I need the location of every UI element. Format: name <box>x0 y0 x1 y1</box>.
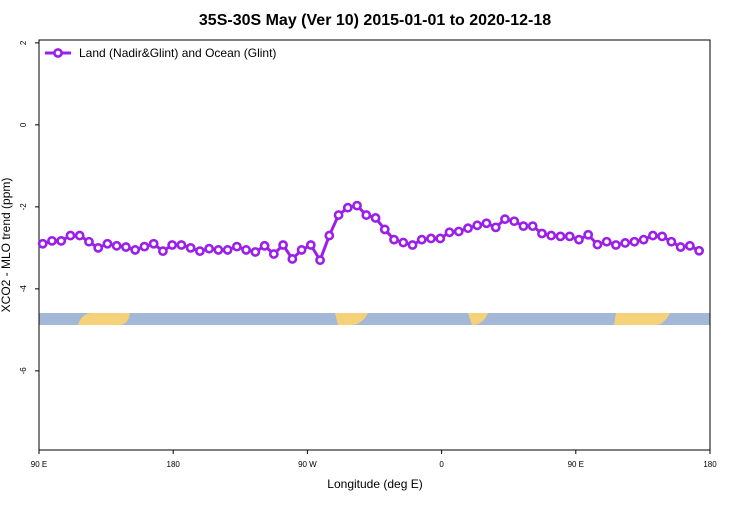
data-point <box>333 210 344 220</box>
data-point <box>37 238 48 249</box>
data-point <box>435 233 446 244</box>
data-point <box>74 230 85 241</box>
data-point <box>241 245 252 255</box>
data-point <box>518 221 529 232</box>
data-point <box>546 230 557 241</box>
data-point <box>158 246 168 257</box>
data-point <box>370 213 381 223</box>
data-point <box>259 240 270 251</box>
data-point <box>407 240 418 250</box>
legend-marker <box>53 48 63 58</box>
data-point <box>111 240 122 251</box>
data-point <box>481 218 492 229</box>
data-point <box>555 231 566 242</box>
x-tick-label: 90 E <box>568 460 584 469</box>
data-point <box>490 222 501 233</box>
data-point <box>194 246 205 257</box>
legend-label: Land (Nadir&Glint) and Ocean (Glint) <box>79 46 276 60</box>
data-point <box>121 242 131 252</box>
data-point <box>65 230 76 241</box>
map-strip <box>39 312 710 325</box>
data-point <box>583 229 594 240</box>
data-point <box>684 240 695 251</box>
y-tick-label: -6 <box>19 367 28 375</box>
data-point <box>296 245 307 255</box>
data-point <box>130 245 141 255</box>
y-tick-label: 2 <box>19 40 28 45</box>
data-point <box>416 234 427 245</box>
data-point <box>222 245 233 255</box>
data-point <box>426 233 436 244</box>
data-point <box>324 230 335 241</box>
y-axis-label: XCO2 - MLO trend (ppm) <box>0 178 13 313</box>
data-point <box>102 238 113 249</box>
data-point <box>647 230 658 241</box>
x-tick-label: 180 <box>703 460 717 469</box>
data-point <box>666 236 677 247</box>
x-tick-label: 90 W <box>298 460 317 469</box>
data-point <box>564 231 575 242</box>
data-point <box>657 231 668 242</box>
y-tick-label: -4 <box>19 285 28 293</box>
data-point <box>379 224 390 235</box>
data-point <box>167 240 178 250</box>
data-point <box>56 235 67 246</box>
data-point <box>601 236 612 247</box>
data-point <box>398 237 409 248</box>
data-point <box>231 241 242 252</box>
data-point <box>472 220 483 231</box>
data-point <box>611 240 621 250</box>
x-tick-label: 180 <box>167 460 181 469</box>
data-point <box>463 223 473 234</box>
data-point <box>638 234 649 245</box>
data-point <box>361 210 372 220</box>
data-point <box>278 240 288 250</box>
data-point <box>315 255 325 266</box>
data-point <box>176 240 187 250</box>
data-point <box>93 242 104 253</box>
data-point <box>453 226 464 237</box>
data-point <box>250 247 261 257</box>
chart-title: 35S-30S May (Ver 10) 2015-01-01 to 2020-… <box>199 12 551 29</box>
data-point <box>47 235 57 246</box>
data-point <box>204 243 215 254</box>
data-point <box>84 236 94 247</box>
data-point <box>537 228 547 239</box>
data-point <box>629 236 640 247</box>
data-point <box>444 227 455 238</box>
x-axis-label: Longitude (deg E) <box>327 477 422 491</box>
x-tick-label: 90 E <box>31 460 47 469</box>
data-point <box>694 245 705 256</box>
y-tick-label: -2 <box>19 203 28 211</box>
data-point <box>287 254 298 264</box>
data-point <box>213 245 224 255</box>
data-point <box>139 241 150 252</box>
data-point <box>675 242 686 252</box>
data-point <box>185 242 196 253</box>
data-point <box>305 240 316 250</box>
data-point <box>500 214 510 225</box>
x-tick-label: 0 <box>439 460 444 469</box>
data-point <box>389 234 399 245</box>
data-point <box>509 216 520 227</box>
data-point <box>592 239 603 250</box>
data-point <box>342 202 353 213</box>
data-point <box>352 200 362 211</box>
data-point <box>148 238 159 249</box>
data-point <box>527 221 538 232</box>
data-point <box>268 249 279 259</box>
data-point <box>620 238 631 248</box>
data-point <box>574 234 584 245</box>
y-tick-label: 0 <box>19 122 28 127</box>
